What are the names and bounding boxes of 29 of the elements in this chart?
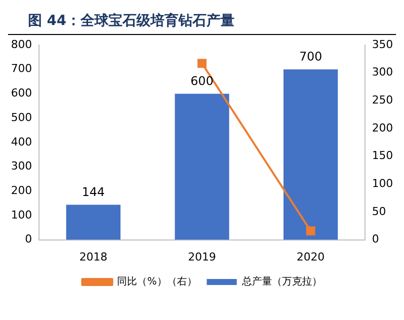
- y2-tick-label: 150: [372, 149, 394, 162]
- legend-label: 总产量（万克拉）: [240, 276, 322, 288]
- y2-tick-label: 100: [372, 177, 394, 190]
- y-tick-label: 200: [10, 184, 32, 197]
- x-tick-label: 2018: [79, 250, 108, 264]
- y-tick-label: 400: [10, 135, 32, 148]
- y-tick-label: 700: [10, 62, 32, 76]
- y2-tick-label: 250: [372, 94, 394, 107]
- data-label: 144: [82, 184, 105, 199]
- legend-label: 同比（%）（右）: [117, 276, 197, 288]
- data-label: 700: [299, 49, 322, 64]
- y-tick-label: 600: [10, 86, 32, 100]
- y-tick-label: 800: [10, 38, 32, 51]
- x-tick-label: 2019: [188, 250, 216, 264]
- y2-tick-label: 350: [372, 38, 394, 51]
- y-tick-label: 0: [24, 232, 32, 246]
- y2-tick-label: 200: [372, 121, 394, 134]
- y2-tick-label: 50: [372, 204, 386, 218]
- y-tick-label: 300: [10, 160, 32, 173]
- bar: [284, 69, 338, 240]
- chart-title: 图 44：全球宝石级培育钻石产量: [8, 8, 396, 35]
- bar: [66, 204, 120, 240]
- y2-tick-label: 0: [372, 232, 380, 246]
- y-tick-label: 100: [10, 208, 32, 222]
- y-tick-label: 500: [10, 110, 32, 124]
- data-label: 600: [190, 74, 214, 88]
- bar: [174, 94, 230, 240]
- y2-tick-label: 300: [372, 66, 394, 79]
- x-tick-label: 2020: [296, 250, 325, 264]
